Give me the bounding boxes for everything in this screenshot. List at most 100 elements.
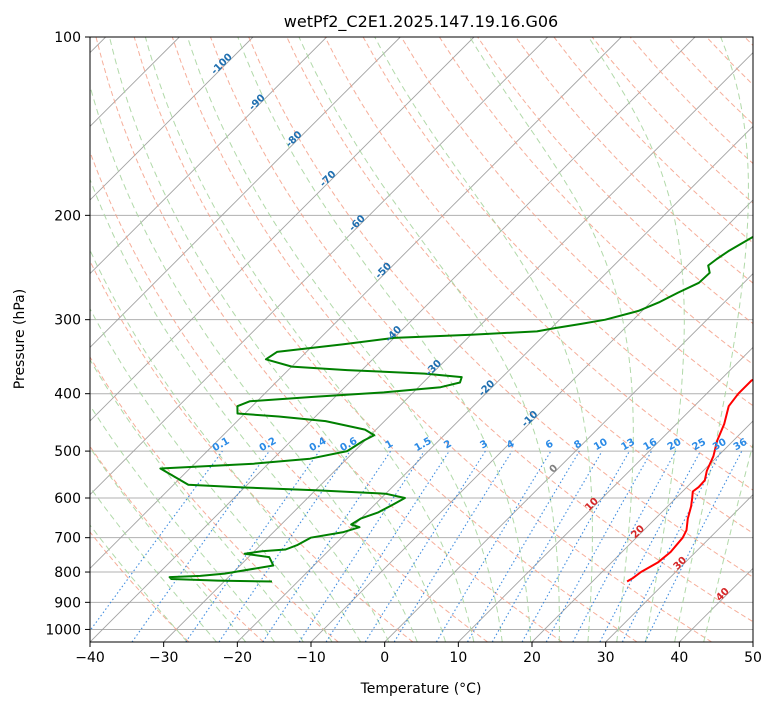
y-tick-label: 1000 — [45, 622, 81, 638]
isotherm-line — [90, 37, 401, 348]
dry-adiabat-line — [90, 445, 264, 642]
isotherm-line — [90, 37, 475, 422]
y-tick-label: 500 — [54, 444, 81, 460]
dry-adiabat-line — [90, 531, 190, 642]
dry-adiabat-line — [171, 37, 712, 642]
mixing-ratio-label: 1 — [384, 438, 396, 451]
mixing-ratio-line — [521, 450, 630, 642]
dry-adiabat-line — [210, 37, 753, 623]
x-tick-label: −30 — [149, 650, 179, 666]
x-tick-label: 30 — [597, 650, 615, 666]
isotherm-line — [531, 420, 753, 642]
dry-adiabat-label: -80 — [284, 129, 305, 150]
y-tick-label: 800 — [54, 565, 81, 581]
dry-adiabat-line — [248, 37, 753, 578]
moist-adiabat-line — [469, 37, 634, 642]
moist-adiabat-label: 30 — [672, 555, 690, 573]
mixing-ratio-label: 8 — [572, 438, 584, 451]
dry-adiabat-line — [515, 37, 753, 284]
x-tick-label: 0 — [380, 650, 389, 666]
mixing-ratio-line — [298, 450, 425, 642]
moist-adiabat-label: 0 — [548, 463, 561, 476]
dry-adiabat-line — [90, 150, 488, 642]
x-tick-label: 10 — [449, 650, 467, 666]
reference-lines — [90, 37, 753, 642]
dry-adiabat-line — [438, 37, 753, 366]
moist-adiabat-line — [703, 442, 753, 642]
mixing-ratio-line — [644, 450, 743, 642]
moist-adiabat-line — [144, 37, 475, 642]
mixing-ratio-line — [131, 450, 270, 642]
mixing-ratio-line — [325, 450, 450, 642]
moist-adiabat-line — [90, 358, 304, 642]
moist-adiabat-line — [588, 37, 685, 642]
dry-adiabat-line — [400, 37, 753, 407]
axes: −40 −30 −20 −10 0 10 20 30 40 5010020030040050060… — [45, 30, 762, 666]
dry-adiabat-line — [133, 37, 638, 642]
moist-adiabat-line — [237, 37, 532, 642]
dry-adiabat-line — [90, 259, 414, 642]
dry-adiabat-line — [744, 37, 753, 47]
moist-adiabat-line — [109, 37, 446, 642]
mixing-ratio-line — [262, 450, 392, 642]
moist-adiabat-label: 20 — [629, 523, 647, 541]
mixing-ratio-label: 4 — [505, 438, 517, 451]
isotherm-line — [384, 273, 753, 642]
moist-adiabat-line — [674, 37, 749, 642]
moist-adiabat-line — [90, 83, 418, 642]
plot-frame — [89, 36, 754, 643]
chart-title: wetPf2_C2E1.2025.147.19.16.G06 — [284, 12, 558, 32]
moist-adiabat-line — [298, 37, 560, 642]
mixing-ratio-label: 2 — [442, 438, 454, 451]
moist-adiabat-line — [187, 37, 503, 642]
isotherm-line — [90, 37, 327, 275]
profile-series — [159, 235, 753, 583]
temperature-profile-line — [626, 378, 753, 583]
mixing-ratio-line — [185, 450, 320, 642]
isotherm-line — [90, 37, 254, 201]
isotherm-line — [458, 346, 753, 642]
mixing-ratio-line — [393, 450, 513, 642]
y-tick-label: 700 — [54, 531, 81, 547]
isotherm-line — [90, 37, 622, 569]
y-tick-label: 600 — [54, 491, 81, 507]
x-tick-label: 50 — [744, 650, 762, 666]
x-tick-label: 40 — [670, 650, 688, 666]
moist-adiabat-line — [90, 307, 333, 642]
dry-adiabat-label: -40 — [384, 324, 405, 345]
moist-adiabat-line — [90, 524, 188, 642]
dry-adiabat-label: -50 — [374, 261, 395, 282]
isotherm-line — [752, 641, 753, 642]
moist-adiabat-line — [90, 404, 275, 642]
mixing-ratio-line — [599, 450, 701, 642]
y-tick-label: 400 — [54, 387, 81, 403]
dry-adiabat-line — [706, 37, 753, 86]
y-tick-label: 900 — [54, 595, 81, 611]
dry-adiabat-line — [553, 37, 753, 244]
isotherm-line — [163, 52, 753, 642]
moist-adiabat-line — [374, 37, 593, 642]
x-tick-label: 20 — [523, 650, 541, 666]
dry-adiabat-label: -100 — [209, 52, 235, 78]
y-tick-label: 100 — [54, 30, 81, 46]
moist-adiabat-line — [90, 486, 217, 642]
dry-adiabat-line — [362, 37, 753, 449]
mixing-ratio-label: 6 — [544, 438, 556, 451]
x-tick-label: −10 — [296, 650, 326, 666]
y-axis-label: Pressure (hPa) — [12, 289, 28, 389]
dewpoint-profile-line — [159, 235, 753, 583]
dry-adiabat-label: -60 — [347, 213, 368, 234]
x-axis-label: Temperature (°C) — [360, 681, 482, 697]
mixing-ratio-line — [545, 450, 653, 642]
dry-adiabat-label: -70 — [318, 169, 339, 190]
dry-adiabat-line — [95, 37, 563, 642]
moist-adiabat-line — [90, 248, 362, 642]
moist-adiabat-line — [90, 177, 390, 642]
y-tick-label: 200 — [54, 208, 81, 224]
isotherm-line — [90, 37, 548, 496]
y-tick-label: 300 — [54, 313, 81, 329]
mixing-ratio-line — [90, 450, 223, 632]
dry-adiabat-line — [90, 356, 339, 642]
moist-adiabat-line — [90, 446, 247, 642]
